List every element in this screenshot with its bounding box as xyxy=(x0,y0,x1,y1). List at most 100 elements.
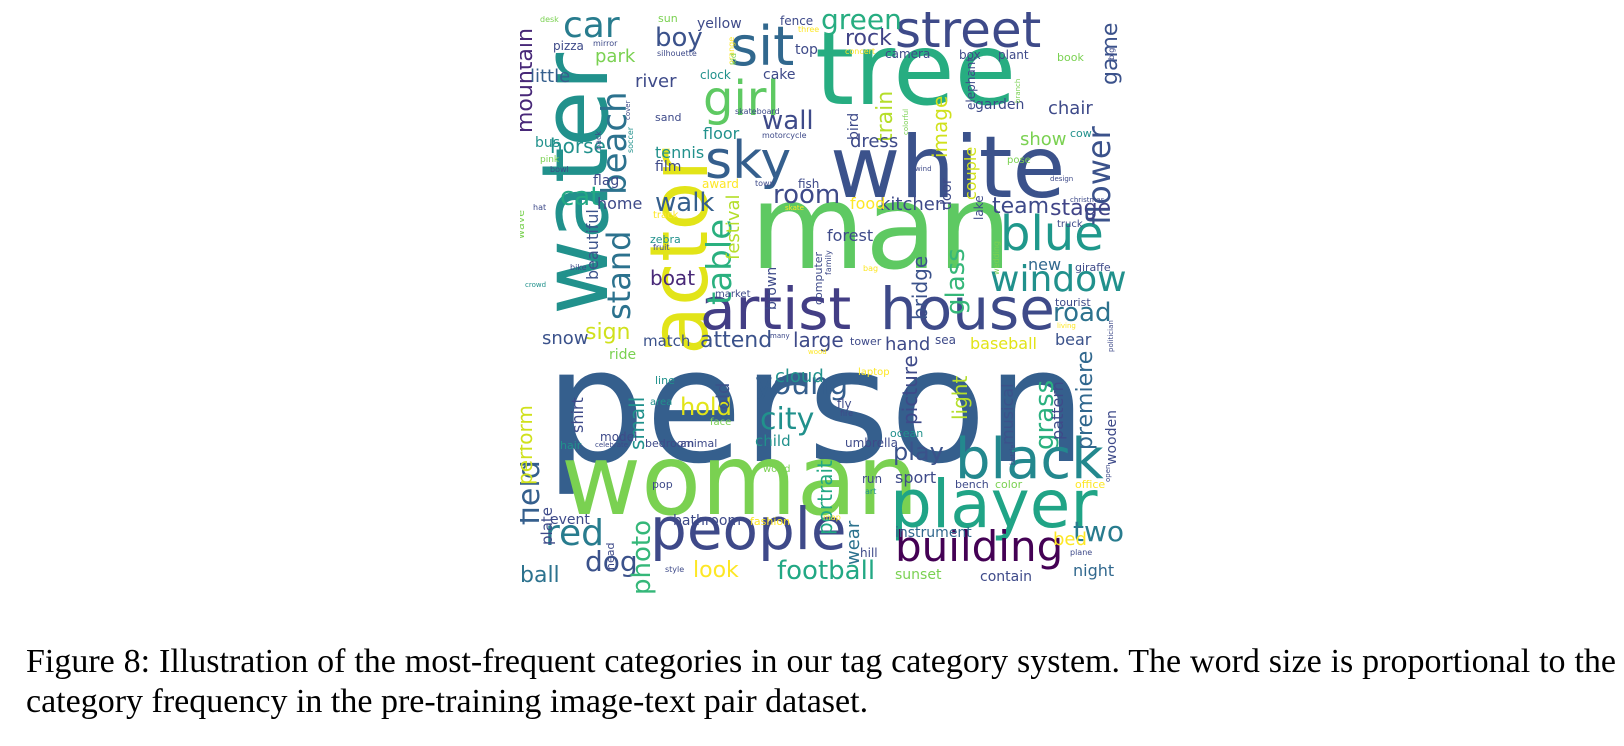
cloud-word-light: light xyxy=(948,375,972,420)
cloud-word-kid: kid xyxy=(729,53,738,65)
cloud-word-child: child xyxy=(755,432,791,450)
cloud-word-match: match xyxy=(643,332,691,350)
cloud-word-wood: wood xyxy=(808,348,827,356)
cloud-word-artist: artist xyxy=(700,275,852,343)
cloud-word-door: door xyxy=(939,178,955,210)
cloud-word-fashion: fashion xyxy=(750,515,791,528)
cloud-word-lake: lake xyxy=(972,195,986,220)
cloud-word-bottle: bottle xyxy=(1009,444,1017,465)
cloud-word-ocean: ocean xyxy=(890,427,924,440)
cloud-word-look: look xyxy=(693,558,739,583)
cloud-word-bench: bench xyxy=(955,478,989,491)
cloud-word-umbrella: umbrella xyxy=(845,436,898,450)
cloud-word-image: image xyxy=(928,95,952,158)
cloud-word-cloud: cloud xyxy=(775,366,824,387)
cloud-word-forest: forest xyxy=(827,226,874,245)
cloud-word-wall: wall xyxy=(762,106,814,136)
cloud-word-festival: festival xyxy=(723,194,744,260)
cloud-word-play: play xyxy=(893,438,944,466)
cloud-word-cake: cake xyxy=(763,67,796,83)
cloud-word-plant: plant xyxy=(998,48,1029,62)
cloud-word-fire: fire xyxy=(840,409,854,418)
cloud-word-track: track xyxy=(653,210,679,221)
cloud-word-sign: sign xyxy=(585,320,631,345)
cloud-word-pop: pop xyxy=(652,478,673,491)
cloud-word-living: living xyxy=(1057,322,1076,330)
cloud-word-contain: contain xyxy=(980,569,1032,585)
cloud-word-football: football xyxy=(777,556,876,586)
cloud-word-fence: fence xyxy=(780,14,814,28)
cloud-word-food: food xyxy=(850,194,886,213)
cloud-word-sunset: sunset xyxy=(895,567,942,583)
cloud-word-concert: concert xyxy=(845,47,876,56)
cloud-word-kitchen: kitchen xyxy=(880,194,947,215)
cloud-word-garden: garden xyxy=(975,97,1025,113)
cloud-word-bathroom: bathroom xyxy=(673,513,742,529)
cloud-word-three: three xyxy=(798,25,820,34)
cloud-word-ride: ride xyxy=(609,347,637,363)
cloud-word-baseball: baseball xyxy=(970,334,1037,353)
cloud-word-desk: desk xyxy=(540,15,559,24)
cloud-word-perform: perform xyxy=(520,405,537,485)
cloud-word-cow: cow xyxy=(1070,127,1092,140)
cloud-word-animal: animal xyxy=(680,437,718,450)
cloud-word-walk: walk xyxy=(655,188,715,218)
cloud-word-cat: cat xyxy=(560,182,601,212)
cloud-word-bowl: bowl xyxy=(550,165,569,174)
cloud-word-branch: branch xyxy=(1014,78,1022,103)
cloud-word-sea: sea xyxy=(935,333,956,347)
cloud-word-red: red xyxy=(545,513,605,554)
cloud-word-little: little xyxy=(530,66,571,87)
cloud-word-pizza: pizza xyxy=(553,39,584,53)
cloud-word-tennis: tennis xyxy=(655,143,705,162)
cloud-word-floor: floor xyxy=(703,124,740,143)
cloud-word-big: big xyxy=(1107,47,1116,60)
cloud-word-line: line xyxy=(655,374,675,387)
cloud-word-horse: horse xyxy=(550,134,606,158)
cloud-word-hair: hair xyxy=(560,439,582,452)
cloud-word-giraffe: giraffe xyxy=(1075,261,1111,274)
cloud-word-christmas: christmas xyxy=(1070,196,1105,204)
cloud-word-elephant: elephant xyxy=(964,57,978,110)
cloud-word-wave: wave xyxy=(520,209,527,239)
cloud-word-silhouette: silhouette xyxy=(657,49,697,58)
cloud-word-politician: politician xyxy=(1107,320,1115,352)
cloud-word-skateboard: skateboard xyxy=(735,107,780,116)
cloud-word-fly: fly xyxy=(837,397,852,411)
cloud-word-crowd: crowd xyxy=(525,281,547,289)
cloud-word-color: color xyxy=(995,478,1023,491)
cloud-word-pattern: pattern xyxy=(1048,381,1067,440)
cloud-word-skate: skate xyxy=(785,204,804,212)
cloud-word-two: two xyxy=(1073,515,1125,548)
cloud-word-mirror: mirror xyxy=(593,39,618,48)
cloud-word-park: park xyxy=(595,46,636,67)
cloud-word-pose: pose xyxy=(1007,155,1031,166)
cloud-word-home: home xyxy=(597,194,643,213)
cloud-word-old: old xyxy=(713,382,734,410)
cloud-word-bus: bus xyxy=(535,135,561,151)
cloud-word-blue: blue xyxy=(1000,206,1104,262)
cloud-word-style: style xyxy=(665,565,685,574)
cloud-word-tree: tree xyxy=(815,11,1017,128)
cloud-word-film: film xyxy=(655,159,682,175)
cloud-word-sport: sport xyxy=(895,468,937,487)
cloud-word-couple: couple xyxy=(961,146,980,200)
figure-caption: Figure 8: Illustration of the most-frequ… xyxy=(26,643,1616,720)
cloud-word-design: design xyxy=(1050,175,1074,183)
cloud-word-young: young xyxy=(755,367,849,402)
cloud-word-new: new xyxy=(1028,255,1062,274)
cloud-word-laptop: laptop xyxy=(858,367,890,378)
cloud-word-sand: sand xyxy=(655,111,682,124)
cloud-word-room: room xyxy=(773,180,841,210)
cloud-word-model: model xyxy=(600,430,638,444)
cloud-word-city: city xyxy=(760,402,815,437)
cloud-word-person: person xyxy=(545,315,1087,499)
cloud-word-black: black xyxy=(955,427,1104,492)
cloud-word-portrait: portrait xyxy=(813,460,837,535)
cloud-word-attend: attend xyxy=(700,328,773,353)
cloud-word-girl: girl xyxy=(703,71,780,127)
cloud-word-brown: brown xyxy=(764,266,780,310)
cloud-word-motorcycle: motorcycle xyxy=(762,131,807,140)
cloud-word-many: many xyxy=(770,332,790,340)
cloud-word-bag: bag xyxy=(863,264,879,273)
